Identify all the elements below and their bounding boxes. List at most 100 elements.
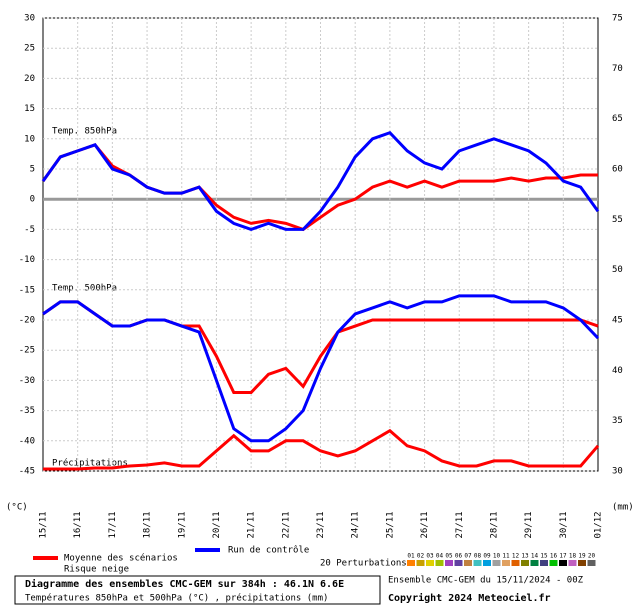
y-tick-label: -15 bbox=[19, 285, 35, 295]
footer-copyright: Copyright 2024 Meteociel.fr bbox=[388, 592, 551, 604]
perturbation-label: 04 bbox=[436, 553, 444, 560]
perturbation-label: 11 bbox=[502, 553, 510, 560]
perturbation-swatch bbox=[464, 560, 472, 566]
x-tick-label: 30/11 bbox=[559, 511, 569, 538]
y2-tick-label: 35 bbox=[612, 416, 623, 426]
perturbation-label: 17 bbox=[559, 553, 567, 560]
y-tick-label: -10 bbox=[19, 255, 35, 265]
y-tick-label: -30 bbox=[19, 376, 35, 386]
y2-tick-label: 30 bbox=[612, 467, 623, 477]
perturbation-swatch bbox=[587, 560, 596, 566]
perturbation-label: 15 bbox=[540, 553, 548, 560]
x-tick-label: 28/11 bbox=[489, 511, 499, 538]
y2-tick-label: 75 bbox=[612, 14, 623, 24]
y-tick-label: -5 bbox=[24, 225, 35, 235]
perturbation-label: 05 bbox=[445, 553, 453, 560]
y2-tick-label: 40 bbox=[612, 366, 623, 376]
perturbation-swatch bbox=[435, 560, 444, 566]
y-tick-label: 0 bbox=[30, 195, 35, 205]
series-line bbox=[43, 428, 600, 471]
y-tick-label: 25 bbox=[24, 44, 35, 54]
perturbation-swatch bbox=[445, 560, 453, 566]
perturbation-label: 18 bbox=[569, 553, 577, 560]
perturbation-label: 06 bbox=[455, 553, 463, 560]
y-tick-label: -20 bbox=[19, 316, 35, 326]
y-tick-label: 15 bbox=[24, 104, 35, 114]
legend-label: Run de contrôle bbox=[228, 545, 309, 556]
x-tick-label: 22/11 bbox=[281, 511, 291, 538]
perturbation-label: 19 bbox=[578, 553, 586, 560]
x-tick-label: 18/11 bbox=[143, 511, 153, 538]
y-tick-label: -25 bbox=[19, 346, 35, 356]
perturbation-swatch bbox=[426, 560, 434, 566]
y-tick-label: -35 bbox=[19, 406, 35, 416]
y2-tick-label: 65 bbox=[612, 114, 623, 124]
perturbation-label: 13 bbox=[521, 553, 529, 560]
x-tick-label: 20/11 bbox=[212, 511, 222, 538]
perturbation-label: 10 bbox=[493, 553, 501, 560]
y2-tick-label: 70 bbox=[612, 64, 623, 74]
series-line bbox=[41, 131, 600, 231]
y2-tick-label: 50 bbox=[612, 265, 623, 275]
footer-box bbox=[14, 575, 381, 605]
perturbation-swatch bbox=[502, 560, 510, 566]
perturbation-swatch bbox=[568, 560, 577, 566]
x-tick-label: 17/11 bbox=[108, 511, 118, 538]
x-tick-label: 24/11 bbox=[351, 511, 361, 538]
x-tick-label: 27/11 bbox=[455, 511, 465, 538]
y-tick-label: -45 bbox=[19, 467, 35, 477]
perturbation-swatch bbox=[473, 560, 482, 566]
perturbation-swatch bbox=[483, 560, 491, 566]
x-tick-label: 19/11 bbox=[177, 511, 187, 538]
perturbation-swatch bbox=[416, 560, 425, 566]
precip-label: Précipitations bbox=[52, 458, 128, 469]
perturbation-label: 14 bbox=[531, 553, 539, 560]
perturbation-label: 03 bbox=[426, 553, 434, 560]
y-tick-label: -40 bbox=[19, 436, 35, 446]
legend-label: 20 Perturbations bbox=[320, 559, 407, 569]
perturbation-swatch bbox=[559, 560, 567, 566]
x-tick-label: 25/11 bbox=[385, 511, 395, 538]
x-tick-label: 01/12 bbox=[594, 511, 604, 538]
perturbation-swatch bbox=[521, 560, 529, 566]
perturbation-swatch bbox=[511, 560, 520, 566]
y2-tick-label: 55 bbox=[612, 215, 623, 225]
perturbation-swatch bbox=[540, 560, 548, 566]
footer-run: Ensemble CMC-GEM du 15/11/2024 - 00Z bbox=[388, 576, 584, 586]
y-tick-label: 5 bbox=[30, 165, 35, 175]
y-unit: (°C) bbox=[6, 503, 28, 513]
legend-label: Risque neige bbox=[64, 565, 129, 575]
series-line bbox=[42, 294, 600, 443]
x-tick-label: 29/11 bbox=[524, 511, 534, 538]
y-tick-label: 30 bbox=[24, 14, 35, 24]
x-tick-label: 15/11 bbox=[39, 511, 49, 538]
y-tick-label: 20 bbox=[24, 74, 35, 84]
perturbation-label: 16 bbox=[550, 553, 558, 560]
y2-tick-label: 45 bbox=[612, 316, 623, 326]
perturbation-label: 07 bbox=[464, 553, 472, 560]
footer-title: Diagramme des ensembles CMC-GEM sur 384h… bbox=[25, 578, 344, 590]
perturbation-swatch bbox=[407, 560, 415, 566]
perturbation-label: 08 bbox=[474, 553, 482, 560]
footer-subtitle: Températures 850hPa et 500hPa (°C) , pré… bbox=[25, 593, 328, 604]
x-tick-label: 21/11 bbox=[247, 511, 257, 538]
perturbation-swatch bbox=[549, 560, 558, 566]
x-tick-label: 16/11 bbox=[73, 511, 83, 538]
y2-unit: (mm) bbox=[612, 503, 634, 513]
legend-label: Moyenne des scénarios bbox=[64, 553, 178, 564]
perturbation-label: 09 bbox=[483, 553, 491, 560]
x-tick-label: 26/11 bbox=[420, 511, 430, 538]
perturbation-swatch bbox=[492, 560, 501, 566]
perturbation-swatch bbox=[454, 560, 463, 566]
perturbation-label: 20 bbox=[588, 553, 596, 560]
x-tick-label: 23/11 bbox=[316, 511, 326, 538]
t850-label: Temp. 850hPa bbox=[52, 127, 117, 137]
perturbation-label: 01 bbox=[407, 553, 415, 560]
t500-label: Temp. 500hPa bbox=[52, 284, 117, 294]
perturbation-label: 02 bbox=[417, 553, 425, 560]
y2-tick-label: 60 bbox=[612, 165, 623, 175]
perturbation-swatch bbox=[578, 560, 586, 566]
perturbation-label: 12 bbox=[512, 553, 520, 560]
perturbation-swatch bbox=[530, 560, 539, 566]
